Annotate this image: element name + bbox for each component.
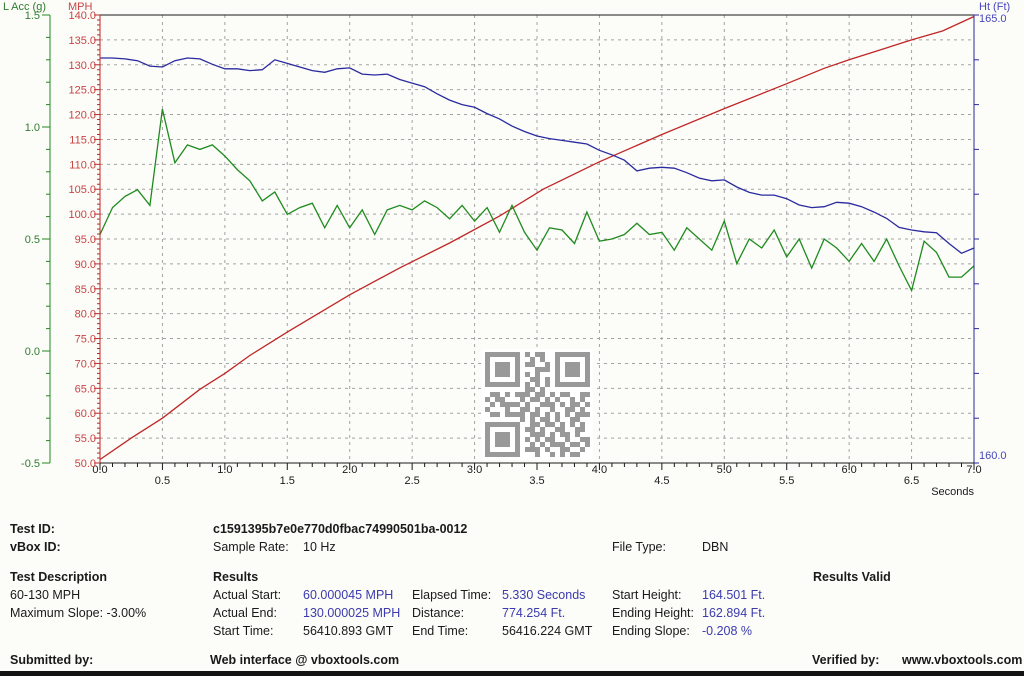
g-tick-label: 0.5 <box>25 234 40 246</box>
mph-tick-label: 110.0 <box>69 159 96 171</box>
ht-axis-title: Ht (Ft) <box>979 1 1010 13</box>
bottom-edge-bar <box>0 671 1024 676</box>
end-time-value: 56416.224 GMT <box>502 624 593 638</box>
series-mph <box>99 15 975 461</box>
actual-start-value: 60.000045 MPH <box>303 588 394 602</box>
mph-tick-label: 60.0 <box>75 408 96 420</box>
mph-tick-label: 65.0 <box>75 383 96 395</box>
g-tick-label: 1.0 <box>25 122 40 134</box>
mph-tick-label: 130.0 <box>68 60 96 72</box>
x-tick-label: 2.5 <box>404 475 419 487</box>
results-heading: Results <box>213 570 259 584</box>
start-height-label: Start Height: <box>612 588 682 602</box>
x-tick-label: 5.5 <box>779 475 794 487</box>
series-g <box>99 108 975 293</box>
g-tick-label: 0.0 <box>25 346 40 358</box>
mph-tick-label: 125.0 <box>68 85 96 97</box>
x-tick-label: 7.0 <box>966 464 981 476</box>
x-tick-label: 1.5 <box>280 475 295 487</box>
end-time-label: End Time: <box>412 624 469 638</box>
start-time-value: 56410.893 GMT <box>303 624 394 638</box>
results-valid-badge: Results Valid <box>813 570 891 584</box>
mph-tick-label: 80.0 <box>75 309 96 321</box>
mph-tick-label: 140.0 <box>68 10 96 22</box>
g-tick-label: 1.5 <box>25 10 40 22</box>
x-tick-label: 3.5 <box>529 475 544 487</box>
verified-by-value: www.vboxtools.com <box>902 653 1023 667</box>
x-tick-label: 6.5 <box>904 475 919 487</box>
file-type-value: DBN <box>702 540 729 554</box>
mph-tick-label: 70.0 <box>75 358 96 370</box>
mph-tick-label: 55.0 <box>75 433 96 445</box>
actual-end-value: 130.000025 MPH <box>303 606 401 620</box>
ht-tick-label: 160.0 <box>979 450 1007 462</box>
ending-height-value: 162.894 Ft. <box>702 606 766 620</box>
test-description-heading: Test Description <box>10 570 108 584</box>
ht-tick-label: 165.0 <box>979 13 1007 25</box>
performance-chart: 0.0 0.5 1.0 1.5 2.0 2.5 3.0 3.5 4.0 4.5 5.0 5.5 6.0 6… <box>3 1 1010 498</box>
x-tick-label: 1.0 <box>217 464 232 476</box>
mph-tick-label: 95.0 <box>75 234 96 246</box>
x-tick-label: 0.5 <box>155 475 170 487</box>
verified-by-label: Verified by: <box>812 653 880 667</box>
actual-start-label: Actual Start: <box>213 588 282 602</box>
submitted-by-value: Web interface @ vboxtools.com <box>210 653 400 667</box>
g-tick-label: -0.5 <box>21 458 40 470</box>
series-ht <box>100 57 975 255</box>
x-tick-label: 2.0 <box>342 464 357 476</box>
ending-slope-label: Ending Slope: <box>612 624 690 638</box>
test-description-line2: Maximum Slope: -3.00% <box>10 606 147 620</box>
test-id-value: c1591395b7e0e770d0fbac74990501ba-0012 <box>213 522 468 536</box>
x-tick-label: 4.5 <box>654 475 669 487</box>
mph-tick-label: 90.0 <box>75 259 96 271</box>
mph-tick-label: 100.0 <box>68 209 96 221</box>
vbox-id-label: vBox ID: <box>10 540 61 554</box>
x-tick-label: 3.0 <box>467 464 482 476</box>
mph-axis-title: MPH <box>68 1 93 13</box>
x-axis-title: Seconds <box>931 486 974 498</box>
sample-rate-label: Sample Rate: <box>213 540 289 554</box>
submitted-by-label: Submitted by: <box>10 653 94 667</box>
elapsed-time-value: 5.330 Seconds <box>502 588 586 602</box>
distance-label: Distance: <box>412 606 465 620</box>
start-height-value: 164.501 Ft. <box>702 588 766 602</box>
actual-end-label: Actual End: <box>213 606 277 620</box>
mph-tick-label: 135.0 <box>68 35 96 47</box>
mph-tick-label: 105.0 <box>68 184 96 196</box>
chart-svg: 0.0 0.5 1.0 1.5 2.0 2.5 3.0 3.5 4.0 4.5 5.0 5.5 6.0 6… <box>3 1 1010 498</box>
distance-value: 774.254 Ft. <box>502 606 566 620</box>
test-description-line1: 60-130 MPH <box>10 588 81 602</box>
mph-tick-label: 50.0 <box>75 458 96 470</box>
g-axis-title: L Acc (g) <box>3 1 46 13</box>
elapsed-time-label: Elapsed Time: <box>412 588 492 602</box>
mph-tick-label: 115.0 <box>69 134 96 146</box>
x-tick-label: 5.0 <box>717 464 732 476</box>
mph-tick-label: 85.0 <box>75 284 96 296</box>
file-type-label: File Type: <box>612 540 666 554</box>
mph-tick-label: 120.0 <box>68 110 96 122</box>
ending-slope-value: -0.208 % <box>702 624 753 638</box>
ending-height-label: Ending Height: <box>612 606 695 620</box>
mph-tick-label: 75.0 <box>75 334 96 346</box>
sample-rate-value: 10 Hz <box>303 540 336 554</box>
test-id-label: Test ID: <box>10 522 55 536</box>
qr-code <box>482 349 593 460</box>
x-tick-label: 4.0 <box>592 464 607 476</box>
x-tick-label: 6.0 <box>841 464 856 476</box>
x-tick-label: 0.0 <box>92 464 107 476</box>
start-time-label: Start Time: <box>213 624 274 638</box>
